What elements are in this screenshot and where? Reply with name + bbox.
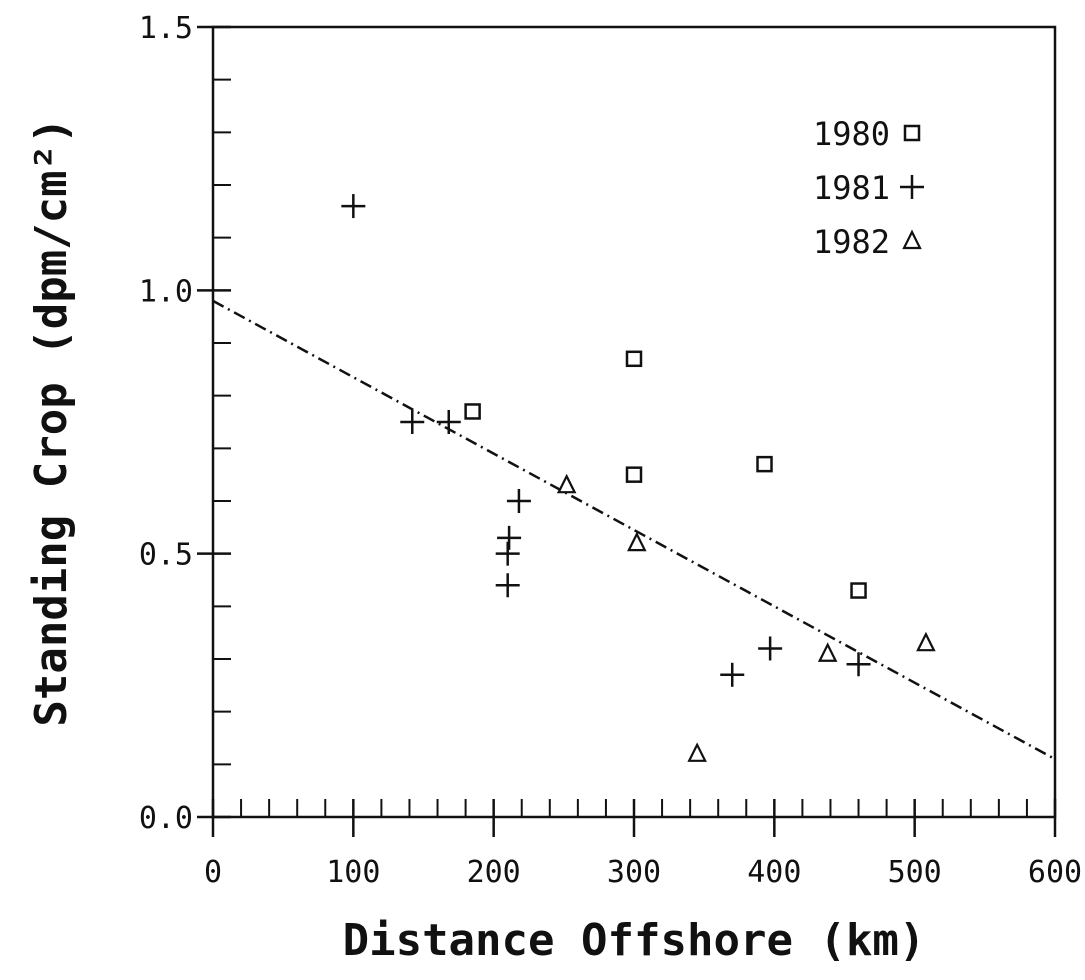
point-1980 [625, 466, 643, 483]
point-1980 [850, 582, 867, 599]
point-1981 [720, 662, 745, 687]
x-tick-label: 0 [204, 855, 222, 890]
point-1981 [506, 489, 531, 513]
trend-line-group [212, 299, 1056, 761]
point-1981 [846, 652, 871, 677]
point-1981 [495, 541, 520, 566]
point-1980 [625, 350, 643, 368]
series-1981 [341, 194, 871, 687]
y-tick-labels: 0.0 0.5 1.0 1.5 [139, 11, 193, 836]
x-tick-labels: 0 100 200 300 400 500 600 [204, 855, 1082, 890]
legend-marker-1982 [902, 229, 922, 250]
y-tick-label: 0.0 [139, 801, 193, 836]
trend-line [212, 299, 1056, 761]
y-axis-title: Standing Crop (dpm/cm²) [26, 117, 77, 726]
point-1982 [627, 531, 647, 552]
point-1980 [756, 455, 773, 473]
legend-label-1982: 1982 [813, 223, 890, 261]
point-1982 [817, 642, 838, 662]
x-axis-title: Distance Offshore (km) [343, 915, 926, 966]
point-1982 [556, 473, 577, 494]
x-tick-label: 200 [467, 855, 521, 890]
legend-marker-1980 [903, 124, 921, 142]
x-tick-label: 600 [1028, 855, 1082, 890]
x-tick-label: 500 [888, 855, 942, 890]
series-1982 [556, 473, 936, 762]
point-1981 [758, 636, 783, 661]
legend: 1980 1981 1982 [813, 115, 924, 261]
point-1981 [436, 410, 461, 434]
point-1980 [464, 403, 481, 420]
plot-frame [211, 25, 1057, 819]
point-1981 [341, 194, 366, 219]
y-tick-label: 0.5 [139, 538, 193, 573]
x-tick-label: 400 [747, 855, 801, 890]
x-tick-label: 100 [326, 855, 380, 890]
minor-ticks [213, 78, 1028, 817]
y-tick-label: 1.5 [139, 11, 193, 46]
series-1980 [464, 350, 867, 599]
point-1982 [916, 631, 936, 652]
legend-label-1980: 1980 [813, 115, 890, 153]
x-tick-label: 300 [607, 855, 661, 890]
point-1982 [687, 742, 707, 762]
major-ticks [197, 25, 1057, 837]
legend-marker-1981 [900, 175, 924, 199]
y-tick-label: 1.0 [139, 274, 193, 309]
point-1981 [495, 573, 520, 598]
point-1981 [400, 410, 425, 434]
legend-label-1981: 1981 [813, 169, 890, 207]
point-1981 [497, 525, 522, 550]
data-points [341, 194, 936, 762]
